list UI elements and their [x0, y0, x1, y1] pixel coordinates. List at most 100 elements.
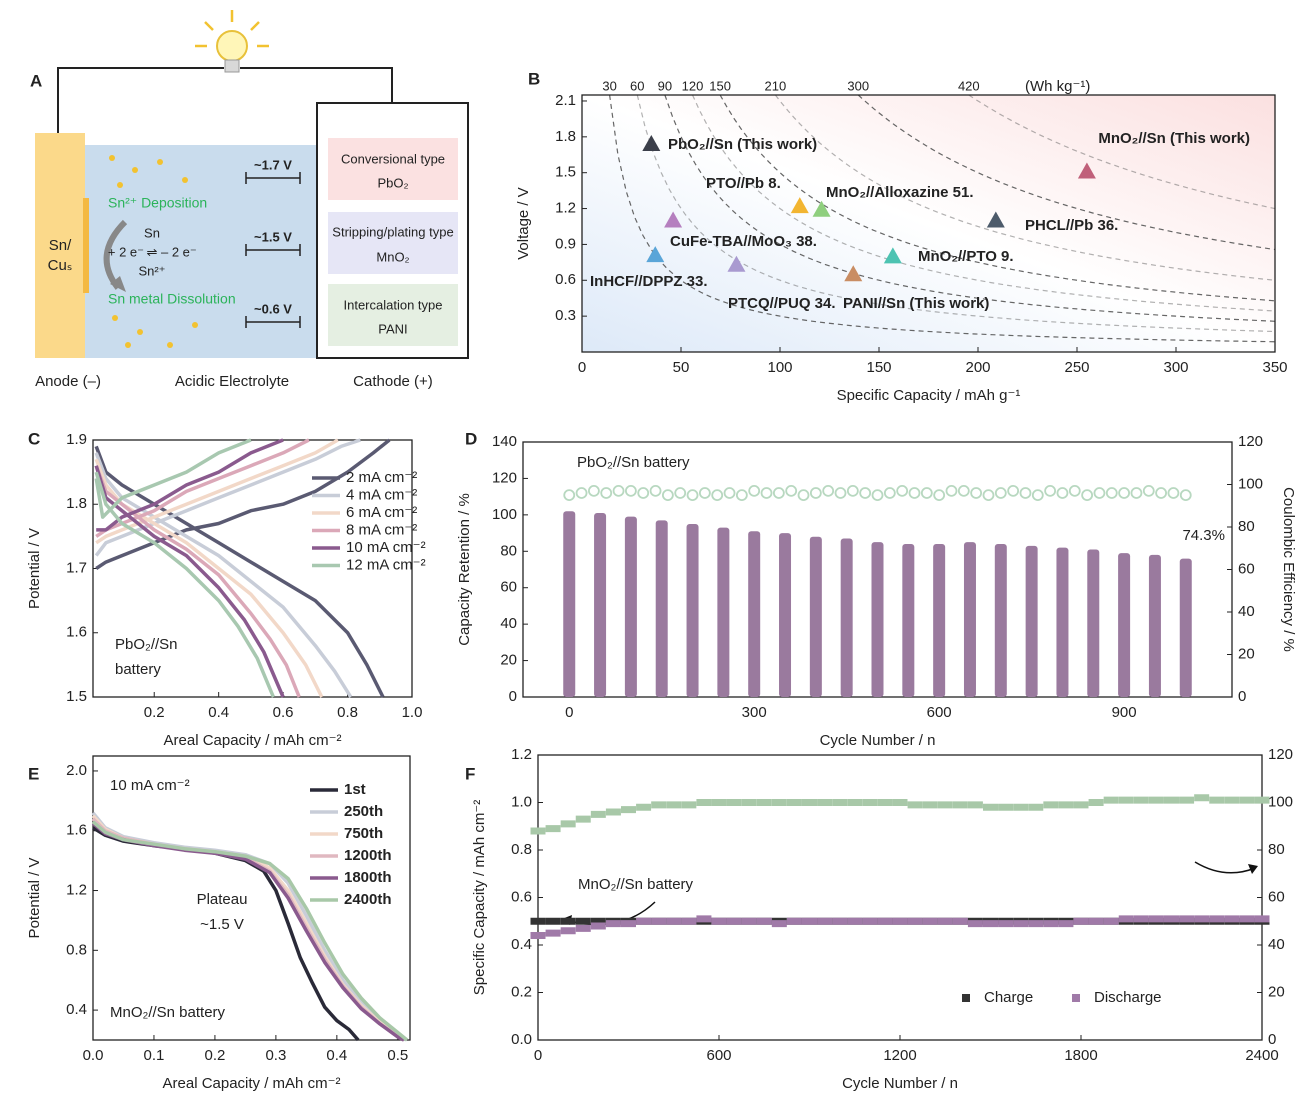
- annotation: ~1.5 V: [200, 916, 244, 933]
- legend-swatch: [962, 994, 970, 1002]
- point: [986, 211, 1005, 228]
- point: [1148, 796, 1164, 804]
- point: [1209, 915, 1225, 923]
- line: [94, 438, 361, 557]
- panel-letter: C: [28, 429, 40, 448]
- x-axis-label: Areal Capacity / mAh cm⁻²: [163, 1075, 341, 1092]
- x-tick-label: 1.0: [402, 704, 423, 721]
- point: [1058, 920, 1074, 928]
- point: [530, 917, 546, 925]
- x-tick-label: 0.5: [387, 1047, 408, 1064]
- bar: [1148, 554, 1161, 697]
- ce-point: [1093, 487, 1106, 499]
- annotation: PbO₂//Sn battery: [577, 454, 690, 471]
- point: [741, 799, 757, 806]
- bar: [809, 536, 822, 697]
- energy-line: [691, 94, 1276, 312]
- ce-point: [908, 487, 921, 499]
- point-label: PbO₂//Sn (This work): [668, 136, 817, 153]
- y2-tick-label: 20: [1268, 983, 1285, 1000]
- point: [530, 827, 546, 835]
- line: [94, 452, 353, 698]
- point: [1209, 796, 1225, 804]
- ce-point: [711, 489, 724, 502]
- ce-point: [723, 487, 736, 499]
- y-tick-label: 1.6: [66, 624, 87, 641]
- point: [892, 917, 908, 925]
- y-tick-label: 0.6: [511, 888, 532, 905]
- y-axis-label: Specific Capacity / mAh cm⁻²: [471, 800, 488, 995]
- panel-letter: D: [465, 429, 477, 448]
- cathode-type-label: Conversional type: [341, 151, 445, 166]
- line: [94, 465, 301, 698]
- point: [560, 927, 576, 935]
- y-axis-label: Potential / V: [26, 858, 43, 939]
- line: [91, 820, 409, 1042]
- bar: [717, 527, 730, 697]
- point: [817, 799, 833, 806]
- y-tick-label: 1.6: [66, 822, 87, 839]
- point: [636, 917, 652, 925]
- legend-swatch: [1072, 994, 1080, 1002]
- line: [94, 471, 276, 698]
- y2-tick-label: 120: [1238, 433, 1263, 450]
- y2-axis-label: Coulombic Efficiency / %: [1280, 487, 1297, 652]
- energy-line: [664, 94, 1276, 322]
- curved-arrow: [1194, 861, 1256, 874]
- point: [1088, 917, 1104, 925]
- point: [590, 917, 606, 925]
- bar: [1179, 558, 1192, 697]
- legend-label: 750th: [344, 825, 383, 842]
- point: [1118, 796, 1134, 804]
- energy-label: 60: [630, 78, 644, 93]
- point: [741, 917, 757, 925]
- y-tick-label: 1.9: [66, 431, 87, 448]
- ce-point: [859, 487, 872, 499]
- bar: [1056, 547, 1069, 697]
- ce-point: [1068, 484, 1081, 497]
- x-tick-label: 0: [534, 1047, 542, 1064]
- ce-point: [637, 487, 650, 499]
- point: [937, 917, 953, 925]
- y-tick-label: 0.8: [66, 941, 87, 958]
- point: [1224, 796, 1240, 804]
- point: [1013, 920, 1029, 928]
- ce-point: [649, 484, 662, 497]
- point: [967, 801, 983, 809]
- ce-point: [1056, 487, 1069, 499]
- panel-a: A Sn/ Cuₛ Sn²⁺ Deposition Sn metal Disso…: [30, 10, 469, 390]
- y-tick-label: 1.8: [66, 495, 87, 512]
- x-tick-label: 300: [742, 704, 767, 721]
- ce-point: [686, 489, 699, 502]
- point-label: PANI//Sn (This work): [843, 295, 989, 312]
- y-tick-label: 0.6: [555, 271, 576, 288]
- point: [1088, 799, 1104, 806]
- ce-point: [1031, 489, 1044, 502]
- y-tick-label: 1.2: [511, 746, 532, 763]
- point: [756, 917, 772, 925]
- x-tick-label: 900: [1112, 704, 1137, 721]
- energy-line: [719, 94, 1276, 302]
- bar: [1118, 553, 1131, 697]
- x-tick-label: 0: [565, 704, 573, 721]
- point: [1254, 796, 1270, 804]
- x-tick-label: 200: [965, 359, 990, 376]
- ce-point: [698, 487, 711, 499]
- annotation: 74.3%: [1182, 527, 1225, 544]
- point: [883, 247, 902, 264]
- ce-point: [920, 487, 933, 499]
- ce-point: [994, 487, 1007, 499]
- point: [605, 920, 621, 928]
- line: [95, 438, 391, 570]
- x-axis-label: Cycle Number / n: [842, 1075, 958, 1092]
- reaction-arrow-head: [110, 276, 126, 292]
- x-tick-label: 0.4: [208, 704, 229, 721]
- point: [545, 825, 561, 833]
- point: [756, 799, 772, 806]
- voltage-label: ~0.6 V: [254, 301, 292, 316]
- ce-point: [624, 484, 637, 497]
- annotation: Plateau: [197, 891, 248, 908]
- y-tick-label: 1.8: [555, 128, 576, 145]
- point: [847, 917, 863, 925]
